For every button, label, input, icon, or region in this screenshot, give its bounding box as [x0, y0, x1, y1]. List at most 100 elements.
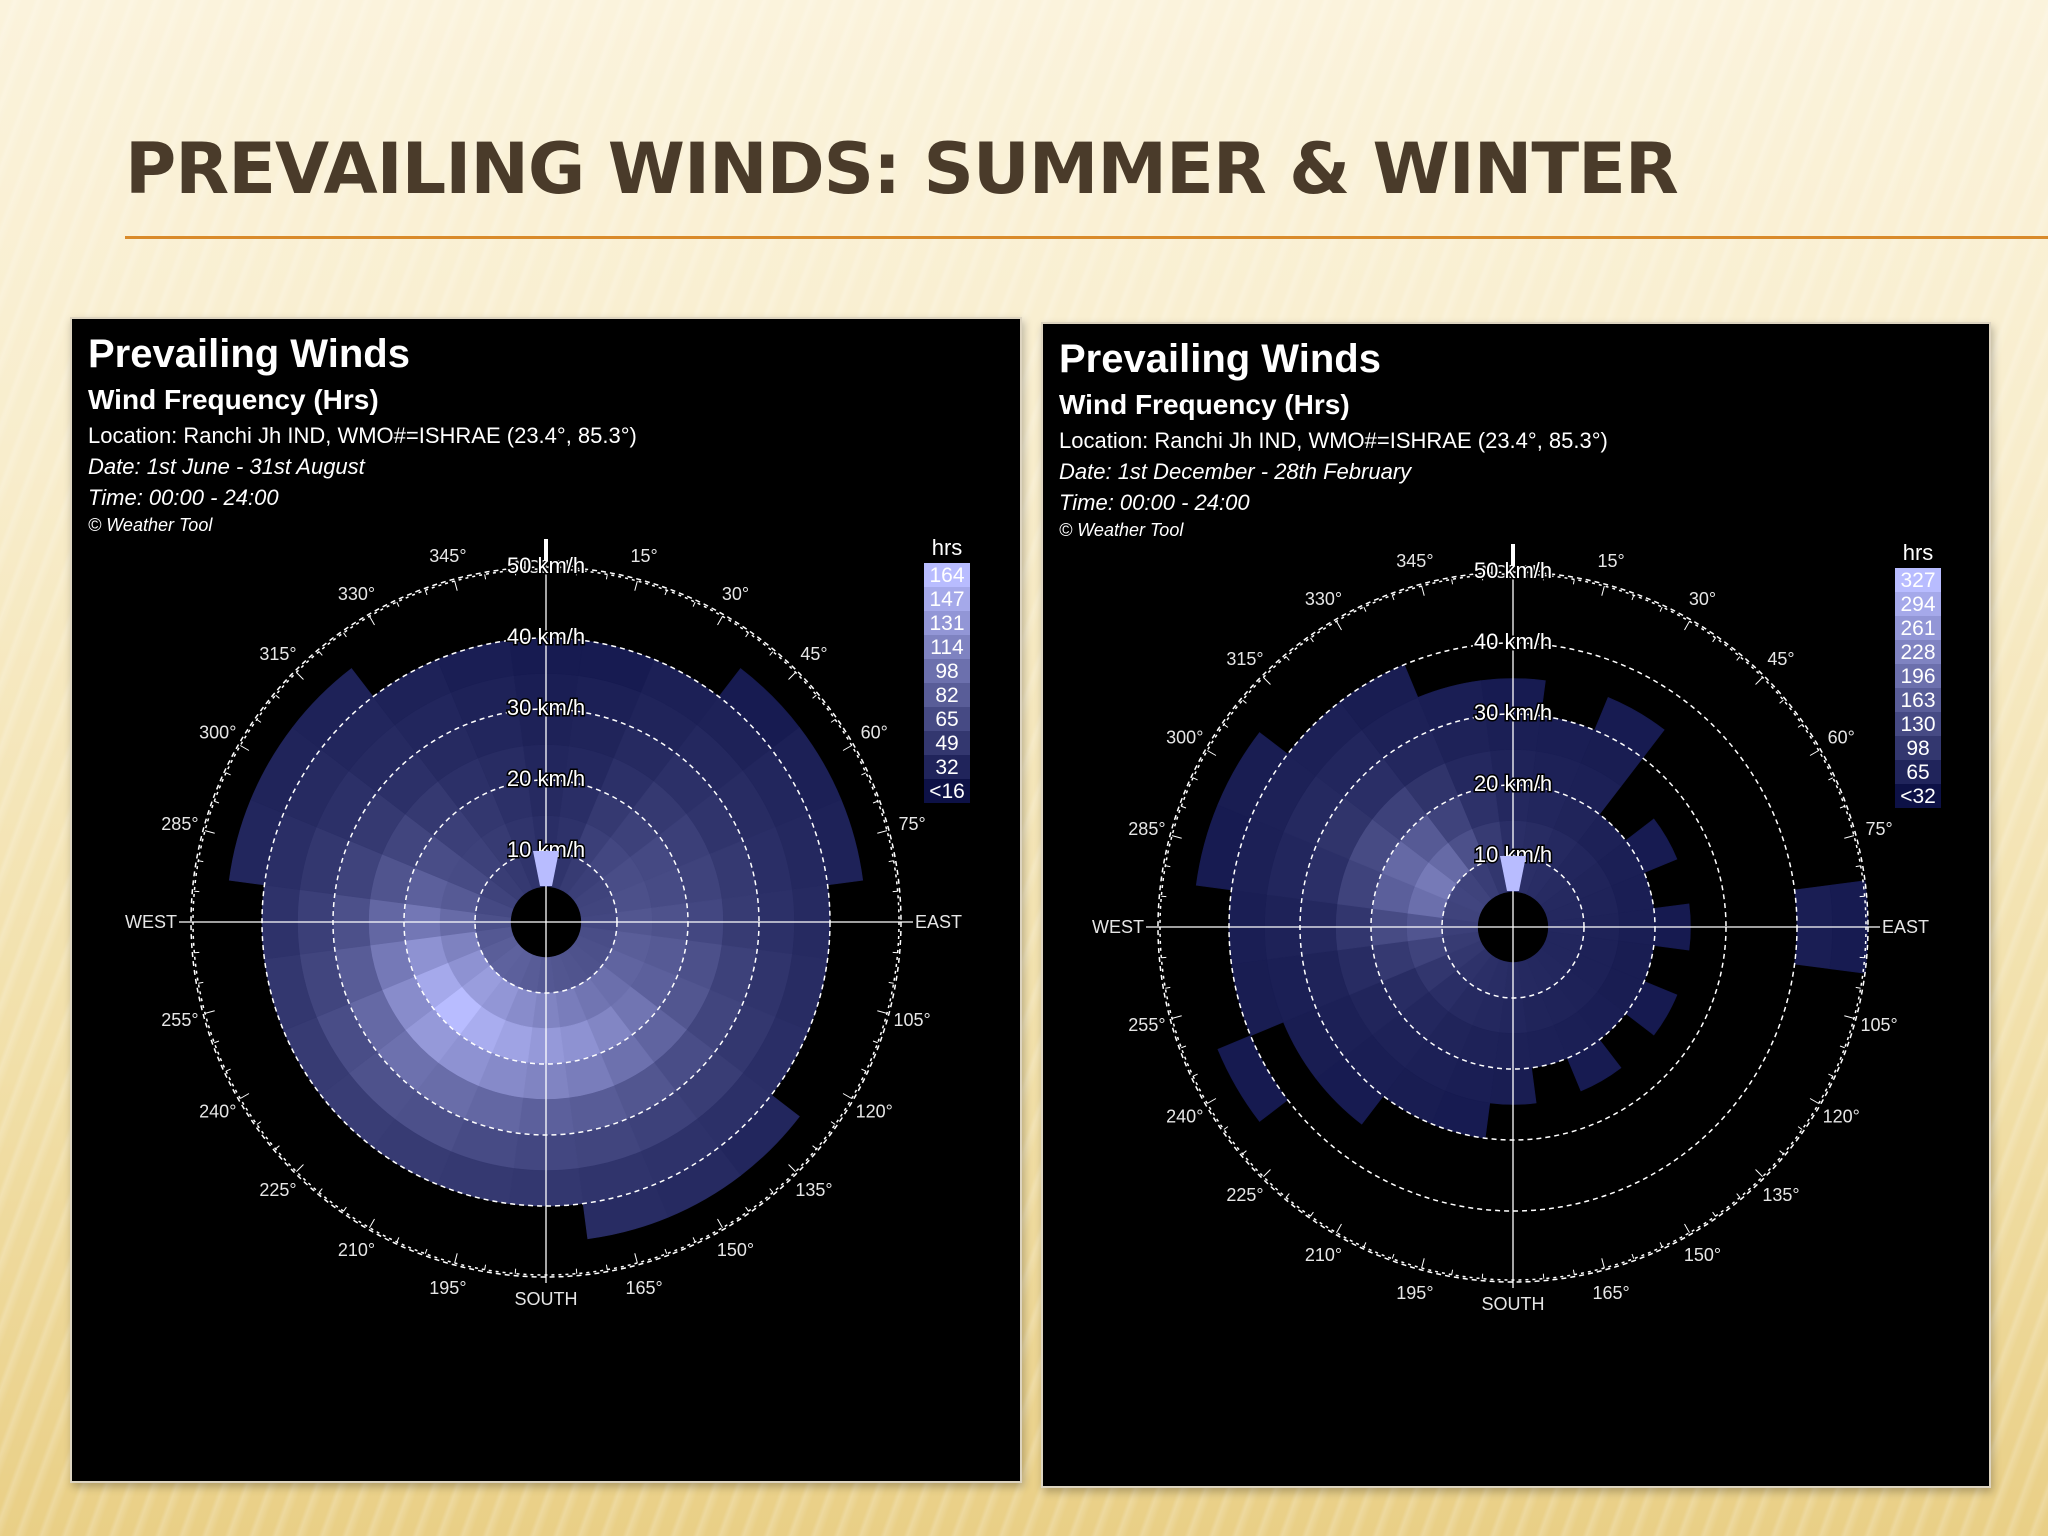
- winter-wind-rose-chart: Prevailing Winds Wind Frequency (Hrs) Loca…: [1059, 337, 1941, 1314]
- winter-cell-dir150-spd25: [1566, 1039, 1622, 1092]
- winter-location-text: Location: Ranchi Jh IND, WMO#=ISHRAE (23…: [1059, 428, 1608, 453]
- title-underline: [125, 236, 2048, 239]
- winter-legend-label-8: 65: [1906, 761, 1929, 784]
- summer-bearing-label-315: 315°: [259, 644, 296, 664]
- summer-legend-label-6: 65: [935, 708, 958, 731]
- summer-bearing-label-45: 45°: [800, 644, 827, 664]
- summer-bearing-label-195: 195°: [429, 1278, 466, 1298]
- summer-legend-label-5: 82: [935, 684, 958, 707]
- summer-legend-swatch-8: [924, 755, 970, 779]
- winter-legend-label-4: 196: [1900, 665, 1935, 688]
- summer-speed-label-20: 20 km/h: [507, 766, 585, 791]
- summer-chart-subtitle: Wind Frequency (Hrs): [88, 384, 379, 415]
- summer-bearing-label-135: 135°: [795, 1180, 832, 1200]
- winter-bearing-label-240: 240°: [1166, 1107, 1203, 1127]
- summer-bearing-label-240: 240°: [199, 1102, 236, 1122]
- winter-legend-unit: hrs: [1903, 540, 1934, 565]
- summer-credit-text: © Weather Tool: [88, 515, 213, 535]
- winter-legend-swatch-2: [1895, 616, 1941, 640]
- summer-legend-label-9: <16: [929, 780, 965, 803]
- winter-bearing-label-210: 210°: [1305, 1245, 1342, 1265]
- summer-bearing-label-75: 75°: [898, 814, 925, 834]
- winter-prevailing-arrow-icon: [1500, 856, 1526, 891]
- summer-bearing-label-105: 105°: [893, 1010, 930, 1030]
- summer-bearing-label-150: 150°: [717, 1240, 754, 1260]
- winter-legend-swatch-3: [1895, 640, 1941, 664]
- summer-legend-label-3: 114: [930, 636, 964, 659]
- winter-bearing-label-225: 225°: [1226, 1185, 1263, 1205]
- winter-legend-swatch-4: [1895, 664, 1941, 688]
- summer-legend-swatch-2: [924, 611, 970, 635]
- winter-bearing-label-120: 120°: [1823, 1107, 1860, 1127]
- winter-bearing-label-195: 195°: [1396, 1283, 1433, 1303]
- summer-legend-label-4: 98: [935, 660, 958, 683]
- summer-speed-label-40: 40 km/h: [507, 624, 585, 649]
- summer-legend-label-7: 49: [935, 732, 958, 755]
- winter-cell-dir240-spd45: [1217, 1035, 1289, 1122]
- winter-legend-label-9: <32: [1900, 785, 1936, 808]
- winter-chart-title: Prevailing Winds: [1059, 337, 1381, 381]
- summer-legend-swatch-4: [924, 659, 970, 683]
- winter-speed-label-20: 20 km/h: [1474, 771, 1552, 796]
- summer-compass-south: SOUTH: [515, 1289, 578, 1309]
- winter-wind-chart-panel: Prevailing Winds Wind Frequency (Hrs) Loca…: [1041, 322, 1991, 1488]
- winter-credit-text: © Weather Tool: [1059, 520, 1184, 540]
- winter-legend-label-3: 228: [1900, 641, 1935, 664]
- winter-legend-label-5: 163: [1900, 689, 1935, 712]
- winter-legend-label-6: 130: [1900, 713, 1935, 736]
- winter-bearing-label-150: 150°: [1684, 1245, 1721, 1265]
- winter-bearing-label-330: 330°: [1305, 589, 1342, 609]
- summer-bearing-label-345: 345°: [429, 546, 466, 566]
- winter-bearing-label-15: 15°: [1597, 551, 1624, 571]
- summer-wind-rose-chart: Prevailing Winds Wind Frequency (Hrs) Loca…: [88, 332, 970, 1309]
- winter-bearing-label-345: 345°: [1396, 551, 1433, 571]
- summer-legend-swatch-1: [924, 587, 970, 611]
- summer-legend-unit: hrs: [932, 535, 963, 560]
- summer-bearing-label-300: 300°: [199, 723, 236, 743]
- winter-cell-dir30-spd35: [1594, 697, 1665, 759]
- summer-legend-swatch-7: [924, 731, 970, 755]
- winter-bearing-label-300: 300°: [1166, 728, 1203, 748]
- summer-cell-dir165-spd45: [582, 1183, 669, 1240]
- winter-bearing-label-60: 60°: [1828, 728, 1855, 748]
- summer-date-text: Date: 1st June - 31st August: [88, 454, 366, 479]
- winter-legend-label-1: 294: [1900, 593, 1935, 616]
- summer-legend-swatch-5: [924, 683, 970, 707]
- summer-bearing-label-255: 255°: [161, 1010, 198, 1030]
- winter-bearing-label-30: 30°: [1689, 589, 1716, 609]
- winter-legend-label-0: 327: [1900, 569, 1935, 592]
- summer-compass-east: EAST: [915, 912, 962, 932]
- summer-time-text: Time: 00:00 - 24:00: [88, 485, 279, 510]
- summer-compass-west: WEST: [125, 912, 177, 932]
- winter-legend-swatch-0: [1895, 568, 1941, 592]
- summer-bearing-label-120: 120°: [856, 1102, 893, 1122]
- winter-cell-dir120-spd25: [1625, 980, 1678, 1036]
- summer-bearing-label-60: 60°: [861, 723, 888, 743]
- winter-bearing-label-135: 135°: [1762, 1185, 1799, 1205]
- winter-date-text: Date: 1st December - 28th February: [1059, 459, 1413, 484]
- winter-bearing-label-165: 165°: [1592, 1283, 1629, 1303]
- summer-legend-label-8: 32: [935, 756, 958, 779]
- summer-legend-swatch-9: [924, 779, 970, 803]
- winter-bearing-ticks: [1160, 574, 1866, 1280]
- summer-bearing-label-210: 210°: [338, 1240, 375, 1260]
- winter-legend-swatch-1: [1895, 592, 1941, 616]
- winter-legend-label-2: 261: [1900, 617, 1935, 640]
- winter-speed-label-30: 30 km/h: [1474, 700, 1552, 725]
- summer-location-text: Location: Ranchi Jh IND, WMO#=ISHRAE (23…: [88, 423, 637, 448]
- winter-bearing-label-255: 255°: [1128, 1015, 1165, 1035]
- winter-compass-east: EAST: [1882, 917, 1929, 937]
- summer-chart-title: Prevailing Winds: [88, 332, 410, 376]
- winter-legend-swatch-5: [1895, 688, 1941, 712]
- winter-legend-swatch-9: [1895, 784, 1941, 808]
- slide-title: PREVAILING WINDS: SUMMER & WINTER: [125, 128, 1679, 210]
- winter-legend-swatch-8: [1895, 760, 1941, 784]
- summer-bearing-label-30: 30°: [722, 584, 749, 604]
- winter-compass-west: WEST: [1092, 917, 1144, 937]
- winter-cells: [1195, 664, 1869, 1139]
- winter-speed-label-40: 40 km/h: [1474, 629, 1552, 654]
- winter-bearing-label-105: 105°: [1860, 1015, 1897, 1035]
- summer-compass-north: NORTH: [514, 557, 578, 577]
- winter-bearing-label-45: 45°: [1767, 649, 1794, 669]
- summer-cells: [228, 637, 864, 1240]
